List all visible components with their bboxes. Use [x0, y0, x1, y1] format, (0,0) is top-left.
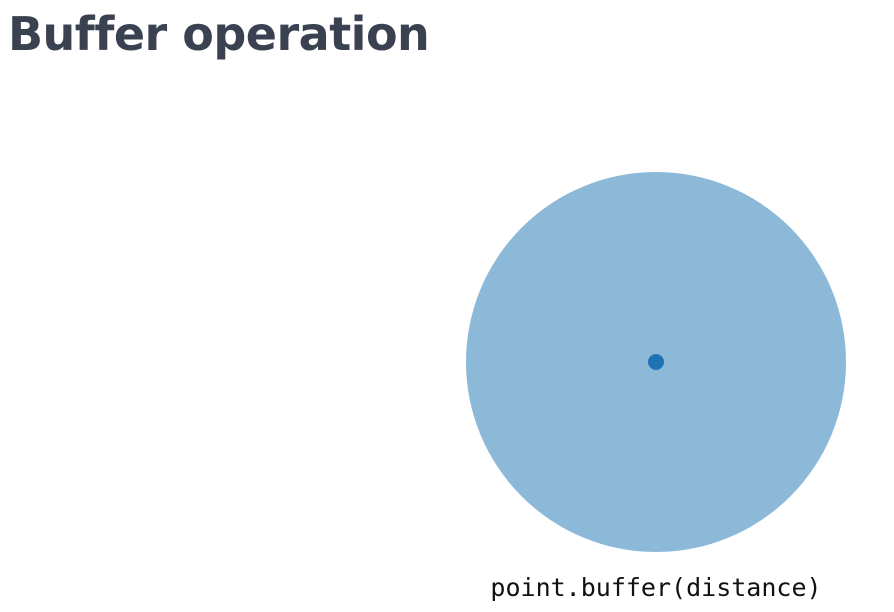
slide-title: Buffer operation [8, 7, 430, 61]
center-point [648, 354, 664, 370]
diagram-caption: point.buffer(distance) [490, 573, 822, 602]
